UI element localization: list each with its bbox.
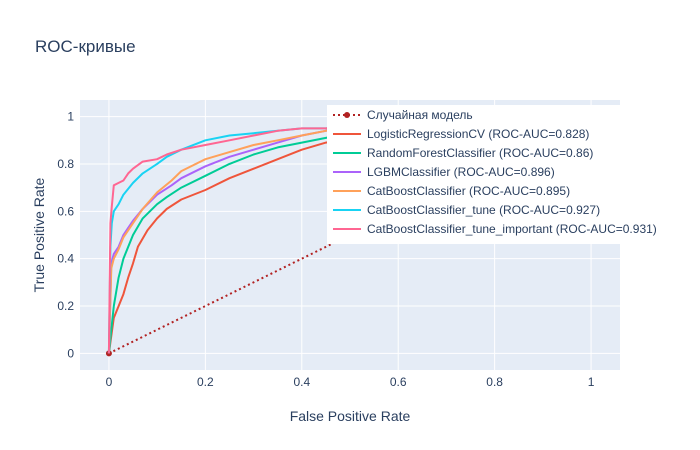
y-axis-title: True Positive Rate [31, 177, 47, 292]
legend-item-label[interactable]: CatBoostClassifier (ROC-AUC=0.895) [367, 184, 570, 198]
y-tick-label: 1 [67, 110, 74, 124]
legend-item-label[interactable]: CatBoostClassifier_tune_important (ROC-A… [367, 222, 657, 236]
legend-item-label[interactable]: CatBoostClassifier_tune (ROC-AUC=0.927) [367, 203, 600, 217]
chart-title: ROC-кривые [35, 37, 136, 56]
x-tick-label: 0.8 [486, 375, 503, 389]
x-tick-label: 0.2 [197, 375, 214, 389]
y-tick-label: 0.8 [57, 157, 74, 171]
legend-marker [344, 112, 350, 118]
legend: Случайная модель LogisticRegressionCV (RO… [327, 105, 700, 244]
x-tick-label: 0 [106, 375, 113, 389]
y-tick-label: 0.6 [57, 204, 74, 218]
x-axis-title: False Positive Rate [290, 408, 411, 424]
legend-item-label[interactable]: LGBMClassifier (ROC-AUC=0.896) [367, 165, 555, 179]
legend-item-label[interactable]: Случайная модель [367, 108, 473, 122]
legend-item-label[interactable]: LogisticRegressionCV (ROC-AUC=0.828) [367, 127, 589, 141]
x-tick-label: 0.6 [390, 375, 407, 389]
y-tick-label: 0 [67, 346, 74, 360]
tick-labels: 0 0.2 0.4 0.6 0.8 1 0 0.2 0.4 0.6 0.8 1 [57, 110, 594, 389]
y-tick-label: 0.4 [57, 252, 74, 266]
x-tick-label: 1 [588, 375, 595, 389]
y-tick-label: 0.2 [57, 299, 74, 313]
series-marker-0 [105, 350, 112, 357]
x-tick-label: 0.4 [293, 375, 310, 389]
legend-background [327, 105, 700, 244]
legend-item-label[interactable]: RandomForestClassifier (ROC-AUC=0.86) [367, 146, 593, 160]
